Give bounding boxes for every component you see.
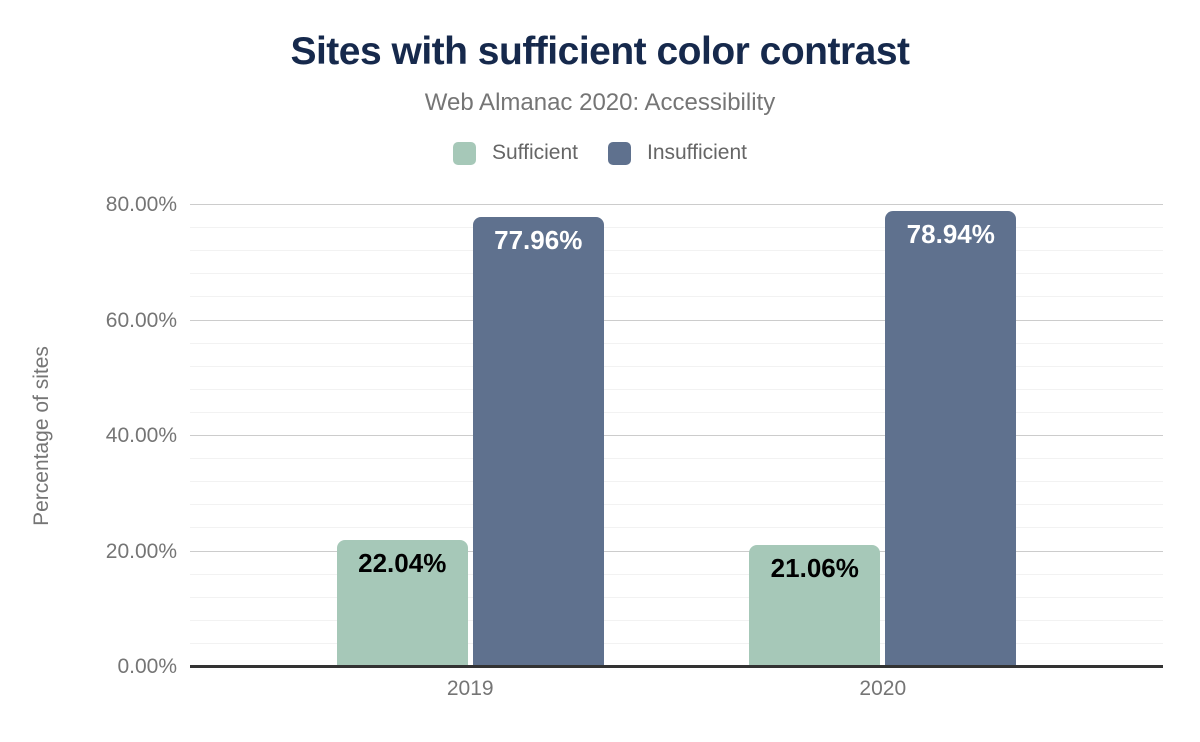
y-tick-label: 40.00% [105, 424, 177, 447]
gridline-minor [190, 342, 1163, 344]
gridline-minor [190, 458, 1163, 460]
y-tick-label: 60.00% [105, 308, 177, 332]
plot-area: 22.04% 77.96% 21.06% 78.94% [190, 204, 1163, 668]
gridline-minor [190, 227, 1163, 229]
gridline-minor [190, 642, 1163, 644]
chart-title: Sites with sufficient color contrast [290, 30, 910, 73]
gridline-major [190, 204, 1163, 205]
y-tick-label: 80.00% [105, 193, 177, 216]
chart-subtitle: Web Almanac 2020: Accessibility [424, 89, 776, 116]
gridline-minor [190, 365, 1163, 367]
gridline-major [190, 550, 1163, 552]
x-tick-label-2019: 2019 [446, 677, 494, 700]
bar-insufficient-2020[interactable]: 78.94% [885, 211, 1017, 667]
bar-value-label: 22.04% [358, 547, 447, 578]
gridline-minor [190, 619, 1163, 621]
legend-swatch-insufficient [607, 141, 631, 165]
bar-value-label: 78.94% [906, 219, 995, 250]
bar-insufficient-2019[interactable]: 77.96% [472, 216, 604, 667]
bar-value-label: 21.06% [770, 553, 859, 584]
gridline-minor [190, 596, 1163, 598]
legend: Sufficient Insufficient [0, 141, 1200, 165]
gridline-minor [190, 273, 1163, 275]
x-axis-line [190, 665, 1163, 668]
legend-label: Sufficient [491, 141, 578, 164]
y-tick-label: 20.00% [105, 539, 177, 563]
bar-value-label: 77.96% [494, 224, 583, 255]
gridline-minor [190, 296, 1163, 298]
gridline-minor [190, 250, 1163, 252]
x-tick-label-2020: 2020 [859, 677, 907, 700]
bar-sufficient-2019[interactable]: 22.04% [336, 539, 468, 667]
gridline-minor [190, 481, 1163, 483]
legend-item-insufficient[interactable]: Insufficient [607, 141, 747, 165]
gridline-minor [190, 527, 1163, 529]
gridline-minor [190, 504, 1163, 506]
gridline-major [190, 319, 1163, 321]
legend-swatch-sufficient [452, 141, 476, 165]
legend-item-sufficient[interactable]: Sufficient [452, 141, 578, 165]
gridline-major [190, 435, 1163, 436]
gridline-minor [190, 573, 1163, 575]
gridline-minor [190, 388, 1163, 390]
y-tick-label: 0.00% [117, 655, 177, 678]
legend-label: Insufficient [646, 141, 747, 164]
gridline-minor [190, 411, 1163, 413]
bar-sufficient-2020[interactable]: 21.06% [749, 545, 881, 667]
